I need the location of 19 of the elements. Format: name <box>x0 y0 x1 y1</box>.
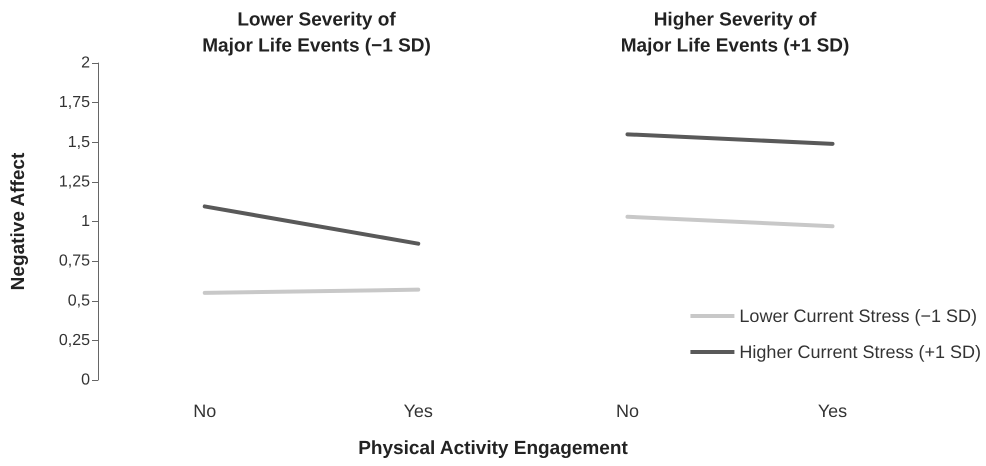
x-tick-label: No <box>616 401 640 421</box>
legend-label: Higher Current Stress (+1 SD) <box>739 342 981 362</box>
y-tick-label: 0,25 <box>58 332 90 349</box>
y-tick-label: 1,75 <box>58 94 90 112</box>
y-tick-label: 1,25 <box>58 173 90 190</box>
y-axis-title: Negative Affect <box>8 152 29 290</box>
y-tick-label: 2 <box>81 54 90 72</box>
y-tick-label: 1,5 <box>68 134 90 151</box>
x-axis-title: Physical Activity Engagement <box>357 438 629 460</box>
x-tick-label: Yes <box>818 401 848 421</box>
y-tick-label: 0,5 <box>68 292 90 310</box>
x-tick-label: Yes <box>404 401 433 421</box>
y-tick-label: 1 <box>81 213 90 230</box>
legend-label: Lower Current Stress (−1 SD) <box>739 306 977 326</box>
y-tick-label: 0 <box>81 372 90 388</box>
chart-title: Higher Severity of Major Life Events (+1 SD) <box>620 10 850 56</box>
chart-title: Lower Severity of Major Life Events (−1 SD) <box>202 10 431 56</box>
y-tick-label: 0,75 <box>58 252 90 270</box>
x-tick-label: No <box>193 401 216 421</box>
